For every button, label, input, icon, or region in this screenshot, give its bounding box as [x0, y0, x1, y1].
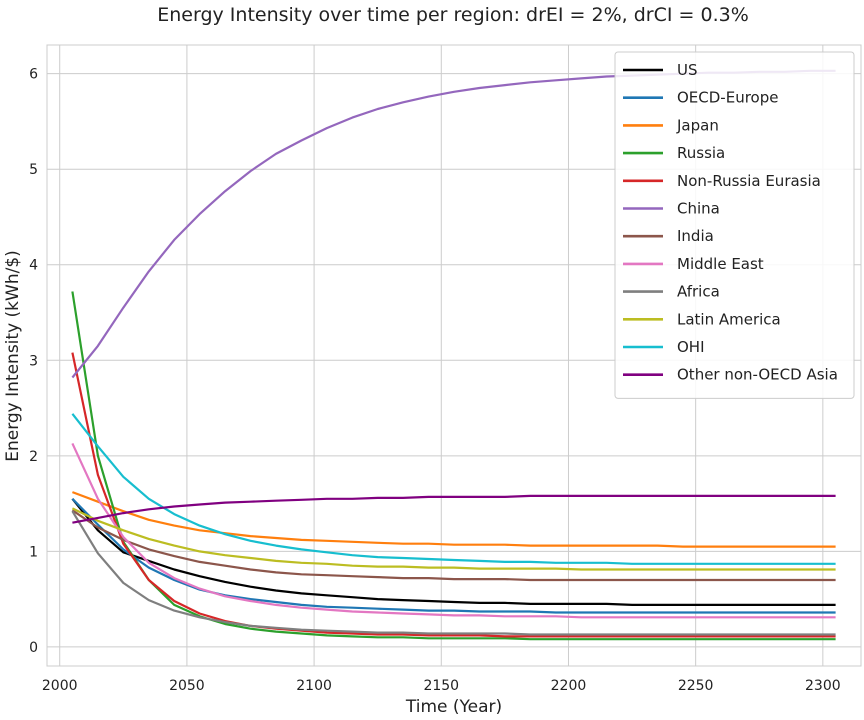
y-tick-label: 4 — [29, 258, 38, 274]
legend-label-latin-america: Latin America — [677, 310, 781, 328]
y-axis-ticks: 0 1 2 3 4 5 6 — [29, 67, 38, 656]
legend-label-ohi: OHI — [677, 338, 705, 356]
series-line-japan — [72, 491, 836, 548]
legend-label-us: US — [677, 61, 698, 79]
legend: US OECD-Europe Japan Russia Non-Russia Euras… — [614, 51, 855, 399]
series-line-middle-east — [71, 442, 836, 619]
x-tick-label: 2250 — [678, 678, 714, 694]
series-lines — [71, 69, 836, 641]
legend-label-russia: Russia — [677, 144, 725, 162]
y-tick-label: 3 — [29, 353, 38, 369]
y-tick-label: 0 — [29, 640, 38, 656]
y-axis-label: Energy Intensity (kWh/$) — [3, 250, 23, 462]
x-tick-label: 2000 — [42, 678, 78, 694]
x-axis-ticks: 2000 2050 2100 2150 2200 2250 2300 — [42, 678, 841, 694]
x-tick-label: 2050 — [169, 678, 205, 694]
y-tick-label: 5 — [29, 162, 38, 178]
series-line-non-russia-eurasia — [71, 352, 836, 638]
x-tick-label: 2200 — [551, 678, 587, 694]
chart-title: Energy Intensity over time per region: d… — [157, 4, 749, 26]
x-tick-label: 2150 — [423, 678, 459, 694]
x-tick-label: 2100 — [296, 678, 332, 694]
legend-label-non-russia-eurasia: Non-Russia Eurasia — [677, 172, 821, 190]
legend-label-japan: Japan — [676, 116, 719, 134]
legend-label-china: China — [677, 200, 720, 218]
series-line-other-non-oecd-asia — [72, 494, 836, 524]
x-axis-label: Time (Year) — [405, 697, 502, 717]
series-line-india — [71, 509, 836, 582]
legend-label-middle-east: Middle East — [677, 255, 764, 273]
y-tick-label: 2 — [29, 449, 38, 465]
plot-frame — [46, 44, 862, 667]
y-tick-label: 1 — [29, 544, 38, 560]
legend-label-africa: Africa — [677, 283, 720, 301]
series-line-ohi — [71, 413, 836, 565]
series-line-africa — [71, 510, 836, 636]
series-line-us — [71, 498, 836, 606]
series-line-latin-america — [71, 507, 836, 571]
legend-box — [614, 51, 855, 399]
legend-label-oecd-europe: OECD-Europe — [677, 89, 778, 107]
y-tick-label: 6 — [29, 67, 38, 83]
x-tick-label: 2300 — [805, 678, 841, 694]
legend-label-india: India — [677, 227, 714, 245]
legend-label-other-non-oecd-asia: Other non-OECD Asia — [677, 366, 838, 384]
